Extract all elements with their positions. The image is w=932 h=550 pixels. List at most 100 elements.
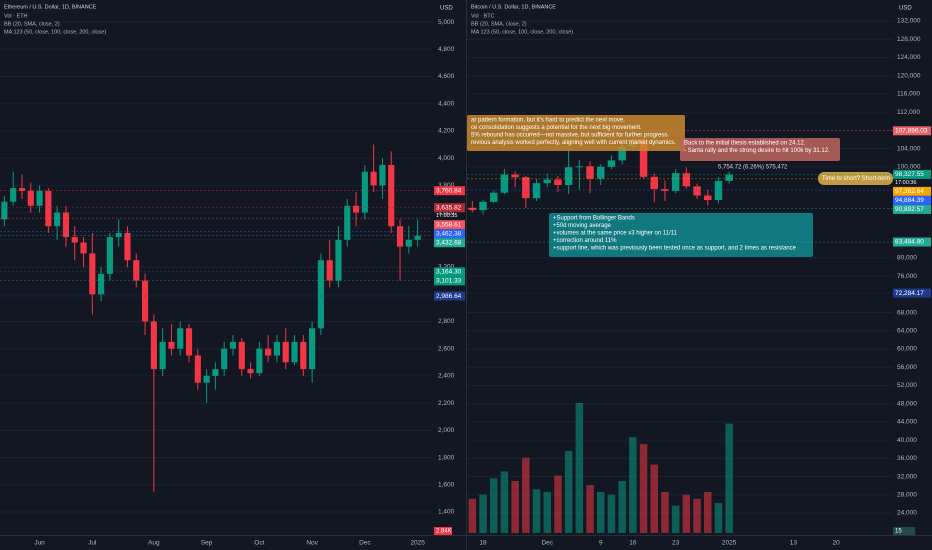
candle-body — [597, 166, 605, 179]
annotation-box — [680, 138, 840, 161]
candle-body — [27, 190, 34, 206]
volume-bar — [554, 475, 562, 533]
volume-bar — [543, 491, 551, 533]
candle-body — [414, 235, 421, 240]
annotation-text: revious analysis worked perfectly, align… — [471, 140, 676, 146]
candle-body — [725, 174, 733, 181]
volume-bar — [618, 481, 626, 533]
price-label-bg — [434, 186, 465, 196]
y-tick-label: 2,200 — [438, 400, 455, 407]
volume-label: 15 — [895, 529, 902, 535]
price-label: 107,896.03 — [895, 128, 928, 135]
y-tick-label: 132,000 — [897, 18, 921, 25]
candle-body — [704, 195, 712, 201]
candle-body — [379, 164, 386, 186]
y-tick-label: 120,000 — [897, 72, 921, 79]
volume-bar — [500, 471, 509, 533]
annotation-text: +Support from Bollinger Bands — [553, 216, 635, 222]
annotation-text: +correction around 11% — [553, 238, 617, 244]
y-tick-label: 116,000 — [897, 91, 920, 98]
price-label-bg — [893, 169, 931, 179]
candle-body — [671, 173, 680, 191]
candle-body — [98, 273, 105, 295]
countdown: 17:00:36 — [895, 180, 916, 186]
measure-text: 5,754.72 (6.26%) 575,472 — [718, 165, 788, 171]
candle-body — [639, 139, 648, 177]
candle-body — [586, 166, 594, 179]
y-tick-label: 1,400 — [438, 509, 455, 516]
candle-body — [317, 260, 324, 329]
candle-body — [45, 190, 52, 227]
volume-bar — [629, 437, 637, 533]
candle-body — [607, 160, 616, 167]
y-tick-label: 2,800 — [438, 318, 455, 325]
volume-bar — [661, 491, 669, 533]
y-tick-label: 80,000 — [897, 255, 917, 262]
volume-bar — [479, 494, 487, 533]
annotation-text: - Santa rally and the strong desire to h… — [684, 148, 830, 154]
y-tick-label: 5,000 — [438, 19, 455, 26]
volume-bar — [714, 502, 723, 533]
y-tick-label: 56,000 — [897, 364, 917, 371]
candle-body — [265, 348, 272, 356]
y-tick-label: 104,000 — [897, 145, 921, 152]
indicator-legend: BB (20, SMA, close, 2) — [4, 21, 60, 27]
candle-body — [352, 205, 360, 213]
y-tick-label: 100,000 — [897, 163, 921, 170]
price-label-bg — [434, 238, 465, 248]
candle-body — [543, 179, 551, 184]
candle-body — [1, 201, 8, 220]
y-tick-label: 52,000 — [897, 382, 917, 389]
x-tick-label: Nov — [306, 540, 318, 547]
y-tick-label: 44,000 — [897, 419, 917, 426]
candle-body — [203, 375, 210, 383]
candle-body — [71, 237, 78, 243]
y-tick-label: 3,600 — [438, 209, 455, 216]
price-label: 90,892.57 — [895, 206, 924, 213]
volume-bar — [490, 478, 498, 533]
candle-body — [693, 186, 701, 196]
candle-body — [564, 167, 573, 185]
indicator-legend: MA 123 (50, close, 100, close, 200, clos… — [471, 29, 573, 35]
candle-body — [36, 190, 43, 206]
annotation-text: +50d moving average — [553, 223, 612, 229]
candle-body — [54, 212, 61, 227]
volume-label: 2.84K — [436, 529, 452, 535]
candle-body — [106, 237, 113, 274]
candle-body — [344, 205, 351, 240]
candle-body — [388, 164, 395, 227]
price-label: 3,462.38 — [436, 230, 462, 237]
candle-body — [479, 201, 487, 211]
price-label: 3,760.84 — [436, 187, 462, 194]
y-tick-label: 3,200 — [438, 264, 455, 271]
y-tick-label: 1,600 — [438, 481, 455, 488]
candle-body — [554, 179, 562, 185]
volume-bar — [586, 485, 594, 533]
indicator-legend: Vol · BTC — [471, 13, 495, 19]
candle-body — [273, 341, 281, 356]
x-tick-label: 9 — [599, 540, 603, 547]
indicator-legend: Vol · ETH — [4, 13, 28, 19]
y-tick-label: 60,000 — [897, 346, 917, 353]
price-label: 3,101.33 — [436, 278, 462, 285]
price-label-bg — [434, 276, 465, 286]
annotation-text: 5% rebound has occurred—not massive, but… — [471, 133, 669, 139]
candle-body — [468, 207, 477, 211]
price-label: 3,432.68 — [436, 239, 462, 246]
candle-body — [194, 355, 201, 383]
candle-body — [532, 183, 541, 199]
candle-body — [247, 369, 254, 374]
candle-body — [714, 180, 723, 201]
annotation-text: ce consolidation suggests a potential fo… — [471, 125, 642, 131]
candle-body — [62, 212, 70, 238]
x-tick-label: 2025 — [410, 540, 425, 547]
indicator-legend: BB (20, SMA, close, 2) — [471, 21, 527, 27]
candle-body — [396, 226, 404, 247]
candle-body — [500, 174, 509, 193]
annotation-text: ar pattern formation, but it's hard to p… — [471, 118, 625, 124]
y-tick-label: 124,000 — [897, 54, 921, 61]
y-tick-label: 76,000 — [897, 273, 917, 280]
x-tick-label: Dec — [359, 540, 371, 547]
volume-bar — [639, 444, 648, 533]
candle-body — [370, 171, 377, 186]
